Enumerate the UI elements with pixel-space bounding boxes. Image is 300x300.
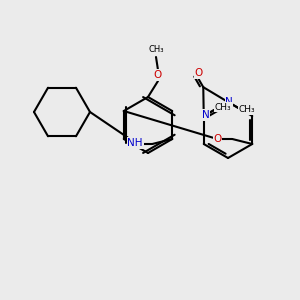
Text: CH₃: CH₃: [148, 46, 164, 55]
Text: N: N: [202, 110, 210, 120]
Text: NH: NH: [128, 138, 143, 148]
Text: O: O: [213, 134, 221, 144]
Text: N: N: [225, 97, 233, 107]
Text: O: O: [194, 68, 202, 78]
Text: CH₃: CH₃: [214, 103, 231, 112]
Text: CH₃: CH₃: [239, 106, 255, 115]
Text: O: O: [154, 70, 162, 80]
